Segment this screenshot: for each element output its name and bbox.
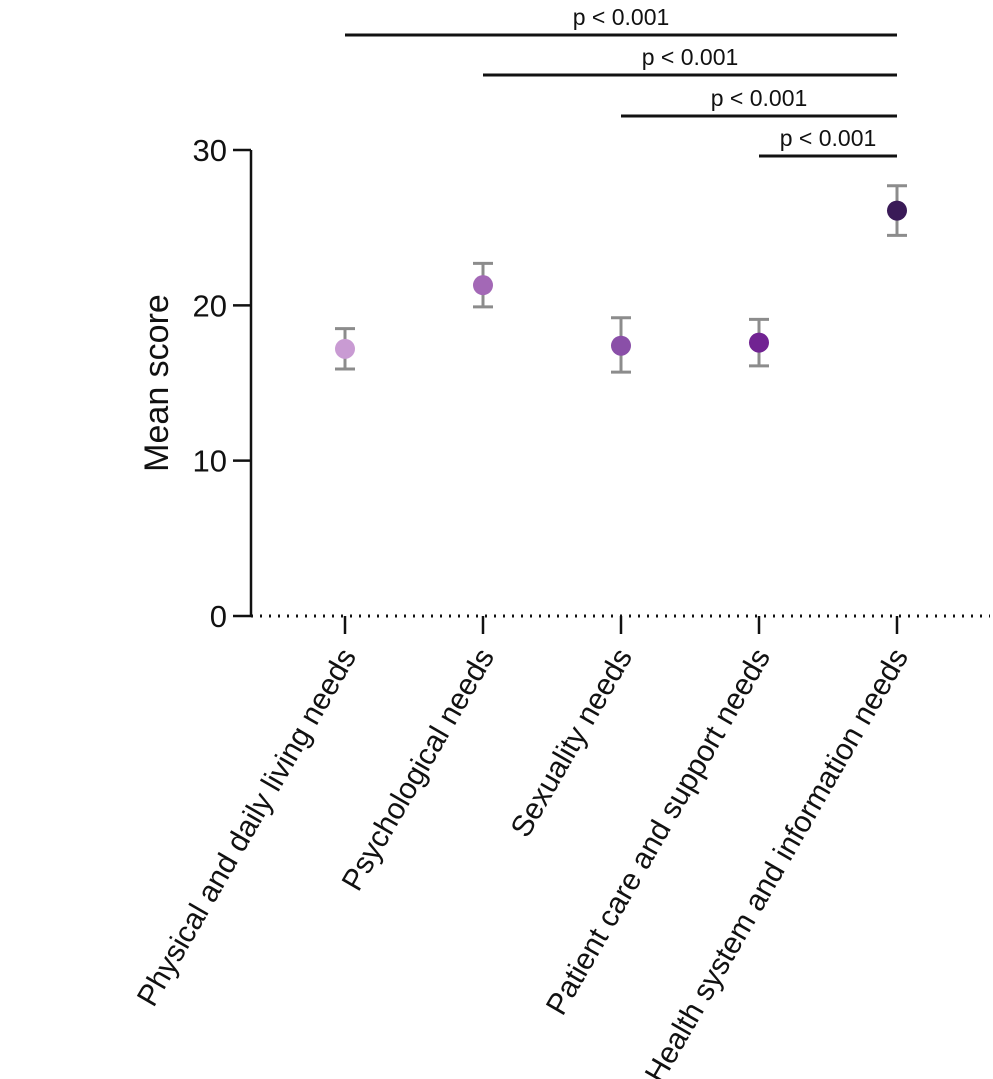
significance-label: p < 0.001	[711, 85, 808, 111]
data-points	[335, 186, 907, 372]
data-point	[335, 339, 355, 359]
data-point	[887, 201, 907, 221]
x-tick-label: Health system and information needs	[639, 643, 915, 1079]
x-tick-label: Psychological needs	[336, 643, 501, 896]
data-point	[473, 275, 493, 295]
data-point	[611, 336, 631, 356]
significance-label: p < 0.001	[780, 125, 877, 151]
y-tick-label: 10	[193, 444, 227, 479]
data-point	[749, 333, 769, 353]
significance-label: p < 0.001	[573, 4, 670, 30]
y-axis-title: Mean score	[138, 294, 176, 472]
x-tick-label: Patient care and support needs	[540, 643, 777, 1021]
significance-label: p < 0.001	[642, 44, 739, 70]
significance-annotations: p < 0.001 p < 0.001 p < 0.001 p < 0.001	[345, 4, 897, 156]
y-tick-label: 0	[210, 599, 227, 634]
x-tick-label: Physical and daily living needs	[131, 643, 363, 1012]
y-tick-label: 30	[193, 133, 227, 168]
x-tick-label: Sexuality needs	[505, 643, 639, 843]
y-tick-label: 20	[193, 288, 227, 323]
axes: 0 10 20 30 Physical and daily living needsPs…	[131, 133, 990, 1079]
